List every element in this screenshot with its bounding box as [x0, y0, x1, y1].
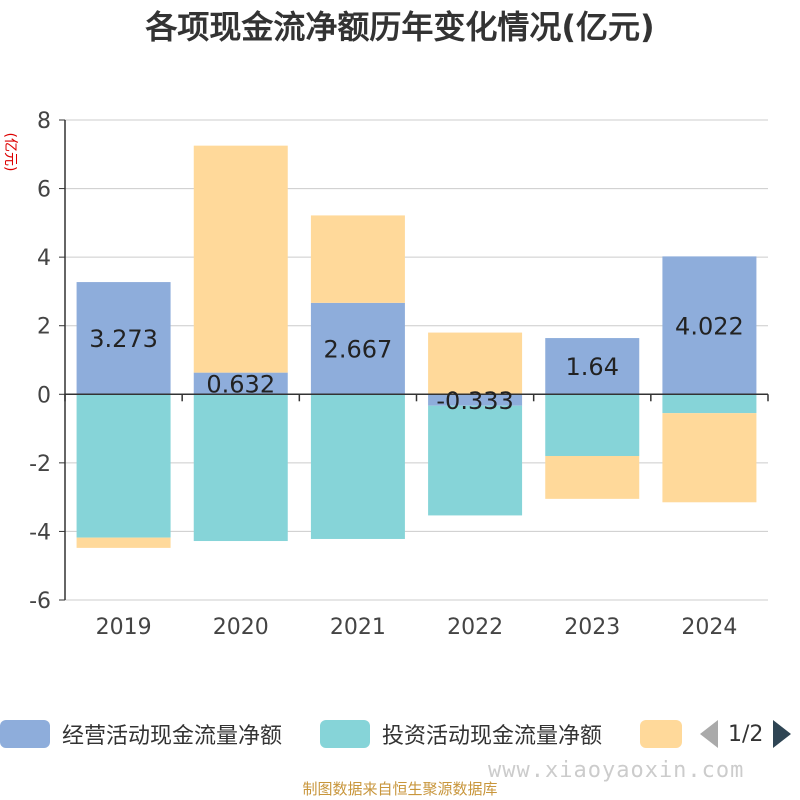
x-tick-label: 2020: [213, 615, 269, 640]
bar-2019-series-0: [76, 282, 171, 395]
bar-2021-series-0: [310, 302, 405, 395]
legend: 经营活动现金流量净额 投资活动现金流量净额 1/2: [0, 716, 800, 756]
x-tick-label: 2023: [564, 615, 620, 640]
bar-2019-series-1: [76, 394, 171, 538]
chart-plot: -6 -4 -2 0 2 4 6 8 (亿元) 2019 2020 2021 2022 2023 2024 3…: [2, 109, 769, 640]
legend-item-operating[interactable]: 经营活动现金流量净额: [0, 716, 282, 752]
bar-2022-series-2: [428, 332, 523, 395]
bar-2020-series-0: [193, 372, 288, 395]
bar-2021-series-2: [310, 215, 405, 303]
bar-2020-series-2: [193, 145, 288, 373]
y-axis-title: (亿元): [2, 133, 18, 172]
bar-2022-series-1: [428, 405, 523, 516]
y-tick-label: -6: [29, 589, 51, 614]
data-label: -0.333: [436, 387, 513, 415]
y-tick-label: -2: [29, 452, 51, 477]
y-tick-label: 6: [37, 178, 51, 203]
data-label: 1.64: [566, 353, 619, 381]
x-tick-label: 2022: [447, 615, 503, 640]
legend-pager: 1/2: [700, 716, 792, 752]
legend-swatch-investing: [320, 720, 370, 748]
pager-text: 1/2: [728, 721, 764, 747]
bar-2023-series-0: [545, 338, 640, 395]
chart-title: 各项现金流净额历年变化情况(亿元): [145, 8, 655, 46]
y-tick-label: 8: [37, 109, 51, 134]
source-note: 制图数据来自恒生聚源数据库: [302, 780, 498, 798]
pager-prev-icon[interactable]: [700, 720, 718, 748]
bar-2024-series-2: [662, 413, 757, 503]
pager-next-icon[interactable]: [773, 720, 792, 748]
bar-2022-series-0: [428, 394, 523, 406]
bar-2019-series-2: [76, 537, 171, 548]
y-tick-label: 4: [37, 246, 51, 271]
bar-2023-series-1: [545, 394, 640, 456]
x-tick-label: 2019: [96, 615, 152, 640]
legend-item-third[interactable]: [640, 716, 694, 752]
bar-2024-series-1: [662, 394, 757, 414]
data-label: 4.022: [675, 312, 744, 340]
bar-2023-series-2: [545, 456, 640, 499]
y-tick-label: 0: [37, 383, 51, 408]
legend-item-investing[interactable]: 投资活动现金流量净额: [320, 716, 602, 752]
legend-label-operating: 经营活动现金流量净额: [62, 724, 283, 749]
data-label: 3.273: [89, 325, 158, 353]
bar-2020-series-1: [193, 394, 288, 542]
data-label: 2.667: [324, 336, 393, 364]
bar-2021-series-1: [310, 394, 405, 539]
data-label: 0.632: [206, 370, 275, 398]
x-tick-label: 2021: [330, 615, 386, 640]
legend-swatch-operating: [0, 720, 50, 748]
x-tick-label: 2024: [681, 615, 737, 640]
legend-label-investing: 投资活动现金流量净额: [382, 724, 603, 749]
y-tick-label: -4: [29, 520, 51, 545]
legend-swatch-third: [640, 720, 682, 748]
watermark: www.xiaoyaoxin.com: [488, 758, 745, 783]
y-tick-label: 2: [37, 315, 51, 340]
bar-2024-series-0: [662, 256, 757, 395]
